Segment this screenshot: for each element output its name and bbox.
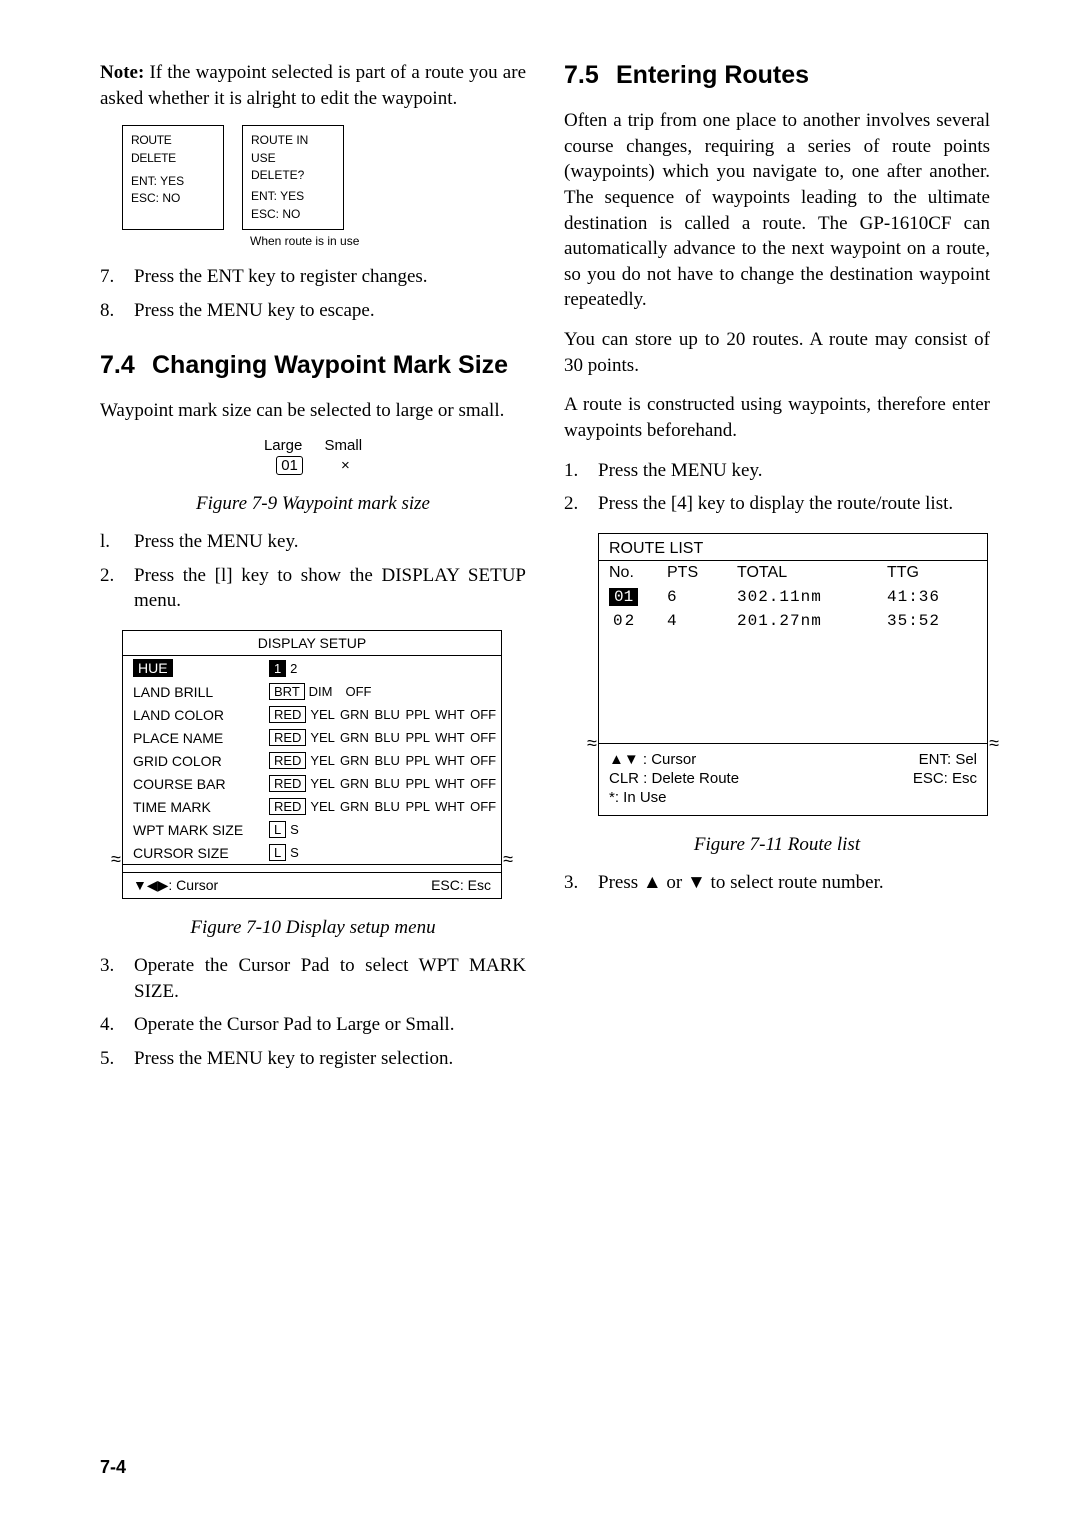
- box2-l1: ENT: YES: [251, 188, 335, 205]
- fig-7-10-caption: Figure 7-10 Display setup menu: [100, 917, 526, 939]
- tear-icon: ≈: [989, 734, 999, 752]
- s75-3: 3.Press ▲ or ▼ to select route number.: [564, 870, 990, 896]
- ds-row: LAND BRILLBRT DIM OFF: [123, 680, 501, 703]
- box1-l2: ESC: NO: [131, 190, 215, 207]
- route-delete-diagram: ROUTE DELETE ENT: YES ESC: NO ROUTE IN U…: [122, 125, 526, 230]
- tear-icon: ≈: [111, 850, 121, 868]
- steps-75-12: 1.Press the MENU key. 2.Press the [4] ke…: [564, 458, 990, 517]
- p-74: Waypoint mark size can be selected to la…: [100, 398, 526, 424]
- note-text: If the waypoint selected is part of a ro…: [100, 62, 526, 109]
- ds-row: GRID COLORRED YEL GRN BLU PPL WHT OFF: [123, 749, 501, 772]
- right-column: 7.5 Entering Routes Often a trip from on…: [564, 60, 990, 1088]
- rl-row-1: 01 6 302.11nm 41:36: [599, 585, 987, 609]
- route-inuse-box: ROUTE IN USE DELETE? ENT: YES ESC: NO: [242, 125, 344, 230]
- s75-2: 2.Press the [4] key to display the route…: [564, 491, 990, 517]
- fig-7-9-caption: Figure 7-9 Waypoint mark size: [100, 493, 526, 515]
- heading-7-4: 7.4 Changing Waypoint Mark Size: [100, 350, 526, 380]
- p75-3: A route is constructed using waypoints, …: [564, 392, 990, 443]
- route-delete-box: ROUTE DELETE ENT: YES ESC: NO: [122, 125, 224, 230]
- tear-icon: ≈: [587, 734, 597, 752]
- box2-t2: DELETE?: [251, 167, 335, 184]
- route-list-panel: ≈ ≈ ROUTE LIST No. PTS TOTAL TTG 01 6 30…: [598, 533, 988, 816]
- ds-row: LAND COLORRED YEL GRN BLU PPL WHT OFF: [123, 703, 501, 726]
- steps-74-12: l.Press the MENU key. 2.Press the [l] ke…: [100, 529, 526, 614]
- fig-7-11-caption: Figure 7-11 Route list: [564, 834, 990, 856]
- note-label: Note:: [100, 62, 144, 83]
- s74-4: 4.Operate the Cursor Pad to Large or Sma…: [100, 1012, 526, 1038]
- wpt-size-diagram: Large Small 01 ×: [100, 437, 526, 475]
- box1-l1: ENT: YES: [131, 173, 215, 190]
- p75-2: You can store up to 20 routes. A route m…: [564, 327, 990, 378]
- small-sample: ×: [341, 457, 350, 474]
- left-column: Note: If the waypoint selected is part o…: [100, 60, 526, 1088]
- ds-table: HUE1 2 LAND BRILLBRT DIM OFF LAND COLORR…: [123, 656, 501, 864]
- ds-row: WPT MARK SIZEL S: [123, 818, 501, 841]
- box-caption: When route is in use: [250, 234, 526, 248]
- ds-row: CURSOR SIZEL S: [123, 841, 501, 864]
- steps-7-8: 7.Press the ENT key to register changes.…: [100, 264, 526, 323]
- page-number: 7-4: [100, 1457, 126, 1478]
- ds-row: COURSE BARRED YEL GRN BLU PPL WHT OFF: [123, 772, 501, 795]
- rl-title: ROUTE LIST: [599, 534, 987, 561]
- steps-74-345: 3.Operate the Cursor Pad to select WPT M…: [100, 953, 526, 1072]
- note-paragraph: Note: If the waypoint selected is part o…: [100, 60, 526, 111]
- box1-title: ROUTE DELETE: [131, 132, 215, 167]
- step-8: 8.Press the MENU key to escape.: [100, 298, 526, 324]
- p75-1: Often a trip from one place to another i…: [564, 108, 990, 313]
- s74-5: 5.Press the MENU key to register selecti…: [100, 1046, 526, 1072]
- ds-row-hue: HUE1 2: [123, 656, 501, 680]
- ds-row: PLACE NAMERED YEL GRN BLU PPL WHT OFF: [123, 726, 501, 749]
- tear-icon: ≈: [503, 850, 513, 868]
- ds-title: DISPLAY SETUP: [123, 631, 501, 656]
- rl-footer: ▲▼ : CursorENT: Sel CLR : Delete RouteES…: [599, 743, 987, 815]
- rl-header: No. PTS TOTAL TTG: [599, 561, 987, 585]
- s74-3: 3.Operate the Cursor Pad to select WPT M…: [100, 953, 526, 1004]
- display-setup-panel: ≈ ≈ DISPLAY SETUP HUE1 2 LAND BRILLBRT D…: [122, 630, 502, 899]
- box2-l2: ESC: NO: [251, 206, 335, 223]
- box2-t1: ROUTE IN USE: [251, 132, 335, 167]
- steps-75-3: 3.Press ▲ or ▼ to select route number.: [564, 870, 990, 896]
- step-7: 7.Press the ENT key to register changes.: [100, 264, 526, 290]
- s74-1: l.Press the MENU key.: [100, 529, 526, 555]
- heading-7-5: 7.5 Entering Routes: [564, 60, 990, 90]
- ds-row: TIME MARKRED YEL GRN BLU PPL WHT OFF: [123, 795, 501, 818]
- large-sample: 01: [276, 456, 303, 475]
- s74-2: 2.Press the [l] key to show the DISPLAY …: [100, 563, 526, 614]
- s75-1: 1.Press the MENU key.: [564, 458, 990, 484]
- rl-row-2: 02 4 201.27nm 35:52: [599, 609, 987, 633]
- ds-footer: ▼◀▶: Cursor ESC: Esc: [123, 872, 501, 898]
